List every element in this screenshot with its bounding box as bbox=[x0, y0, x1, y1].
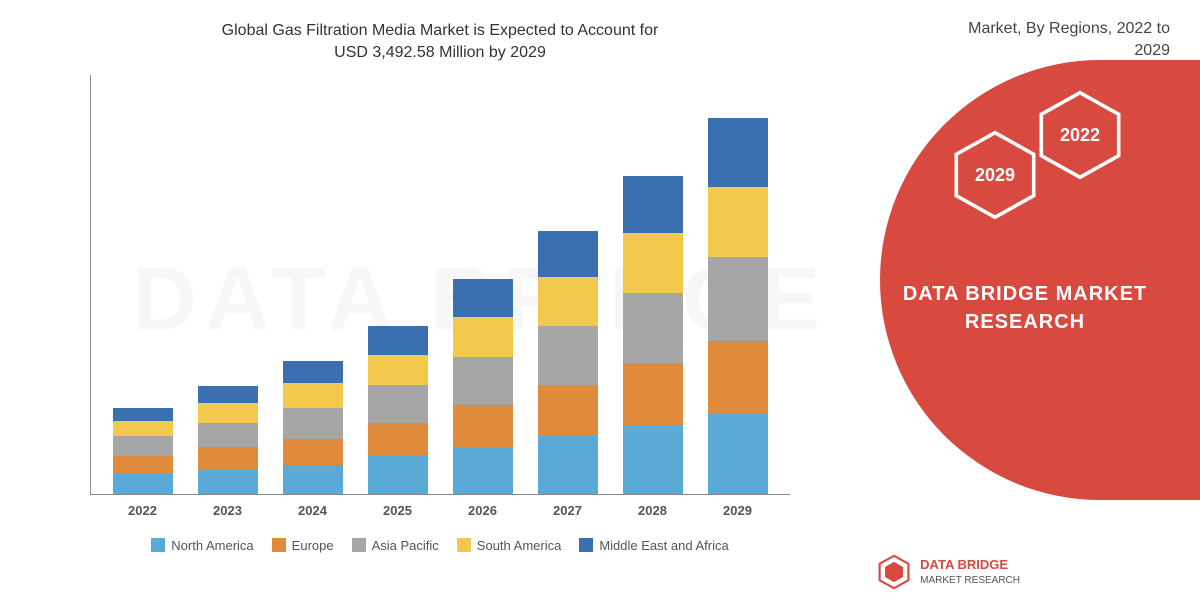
x-axis-labels: 2022 2023 2024 2025 2026 2027 2028 2029 bbox=[90, 495, 790, 518]
legend-label: South America bbox=[477, 538, 562, 553]
legend-swatch bbox=[272, 538, 286, 552]
logo-hex-icon bbox=[876, 554, 912, 590]
legend-swatch bbox=[151, 538, 165, 552]
bar-segment bbox=[198, 403, 258, 423]
bar-segment bbox=[283, 439, 343, 466]
bar-segment bbox=[708, 414, 768, 494]
bar-segment bbox=[623, 293, 683, 364]
x-axis-label: 2026 bbox=[453, 503, 513, 518]
x-axis-label: 2028 bbox=[623, 503, 683, 518]
bottom-logo: DATA BRIDGE MARKET RESEARCH bbox=[876, 554, 1020, 590]
legend-item: Europe bbox=[272, 538, 334, 553]
bar-segment bbox=[538, 326, 598, 386]
hexagon-2022: 2022 bbox=[1035, 90, 1125, 180]
bar-segment bbox=[283, 383, 343, 407]
legend-label: Asia Pacific bbox=[372, 538, 439, 553]
hex-label-2022: 2022 bbox=[1060, 125, 1100, 146]
bar-segment bbox=[708, 187, 768, 258]
bar-segment bbox=[113, 456, 173, 474]
logo-sub-text: MARKET RESEARCH bbox=[920, 575, 1020, 586]
right-header-line2: 2029 bbox=[1134, 42, 1170, 59]
bar-segment bbox=[623, 363, 683, 425]
logo-main-text: DATA BRIDGE bbox=[920, 557, 1008, 572]
hexagon-group: 2029 2022 bbox=[940, 90, 1140, 230]
chart-plot bbox=[90, 75, 790, 495]
bar-segment bbox=[113, 408, 173, 421]
bar-segment bbox=[368, 456, 428, 494]
bar-group bbox=[113, 408, 173, 494]
x-axis-label: 2027 bbox=[538, 503, 598, 518]
bar-segment bbox=[453, 317, 513, 357]
legend-swatch bbox=[352, 538, 366, 552]
brand-line2: RESEARCH bbox=[965, 311, 1085, 333]
bar-segment bbox=[283, 361, 343, 383]
x-axis-label: 2029 bbox=[708, 503, 768, 518]
bar-segment bbox=[708, 118, 768, 187]
x-axis-label: 2025 bbox=[368, 503, 428, 518]
chart-title: Global Gas Filtration Media Market is Ex… bbox=[60, 20, 820, 65]
legend-item: Asia Pacific bbox=[352, 538, 439, 553]
logo-text: DATA BRIDGE MARKET RESEARCH bbox=[920, 558, 1020, 587]
bar-segment bbox=[453, 447, 513, 493]
x-axis-label: 2023 bbox=[198, 503, 258, 518]
bar-segment bbox=[538, 385, 598, 436]
legend-item: South America bbox=[457, 538, 562, 553]
legend-label: Middle East and Africa bbox=[599, 538, 728, 553]
legend-item: North America bbox=[151, 538, 253, 553]
bar-group bbox=[623, 176, 683, 494]
bar-segment bbox=[113, 436, 173, 456]
bar-segment bbox=[283, 465, 343, 494]
bar-segment bbox=[283, 408, 343, 439]
bar-segment bbox=[368, 423, 428, 456]
legend-label: North America bbox=[171, 538, 253, 553]
legend-label: Europe bbox=[292, 538, 334, 553]
bar-group bbox=[453, 279, 513, 493]
bar-group bbox=[538, 231, 598, 494]
chart-legend: North America Europe Asia Pacific South Ame… bbox=[90, 538, 790, 553]
bar-group bbox=[368, 326, 428, 494]
bar-group bbox=[283, 361, 343, 494]
bar-segment bbox=[198, 447, 258, 469]
bar-segment bbox=[453, 405, 513, 447]
right-panel: Market, By Regions, 2022 to 2029 2029 20… bbox=[830, 0, 1200, 600]
legend-swatch bbox=[579, 538, 593, 552]
brand-text: DATA BRIDGE MARKET RESEARCH bbox=[890, 280, 1160, 336]
bar-segment bbox=[368, 385, 428, 423]
hexagon-2029: 2029 bbox=[950, 130, 1040, 220]
brand-line1: DATA BRIDGE MARKET bbox=[903, 283, 1147, 305]
bars-container bbox=[91, 75, 790, 494]
bar-segment bbox=[198, 386, 258, 404]
bar-segment bbox=[708, 341, 768, 414]
bar-group bbox=[198, 386, 258, 494]
bar-segment bbox=[623, 233, 683, 293]
bar-segment bbox=[368, 326, 428, 355]
bar-segment bbox=[623, 425, 683, 494]
bar-group bbox=[708, 118, 768, 494]
bar-segment bbox=[453, 279, 513, 317]
bar-segment bbox=[198, 469, 258, 493]
bar-segment bbox=[368, 355, 428, 386]
chart-title-line1: Global Gas Filtration Media Market is Ex… bbox=[222, 22, 659, 39]
legend-item: Middle East and Africa bbox=[579, 538, 728, 553]
bar-segment bbox=[453, 357, 513, 406]
bar-segment bbox=[538, 436, 598, 493]
x-axis-label: 2022 bbox=[113, 503, 173, 518]
bar-segment bbox=[198, 423, 258, 447]
bar-segment bbox=[708, 257, 768, 341]
right-header: Market, By Regions, 2022 to 2029 bbox=[968, 18, 1170, 63]
bar-segment bbox=[538, 231, 598, 277]
legend-swatch bbox=[457, 538, 471, 552]
bar-segment bbox=[538, 277, 598, 326]
bar-segment bbox=[113, 421, 173, 436]
bar-segment bbox=[623, 176, 683, 233]
x-axis-label: 2024 bbox=[283, 503, 343, 518]
hex-label-2029: 2029 bbox=[975, 165, 1015, 186]
chart-area: Global Gas Filtration Media Market is Ex… bbox=[60, 20, 820, 580]
chart-title-line2: USD 3,492.58 Million by 2029 bbox=[334, 44, 546, 61]
bar-segment bbox=[113, 474, 173, 494]
